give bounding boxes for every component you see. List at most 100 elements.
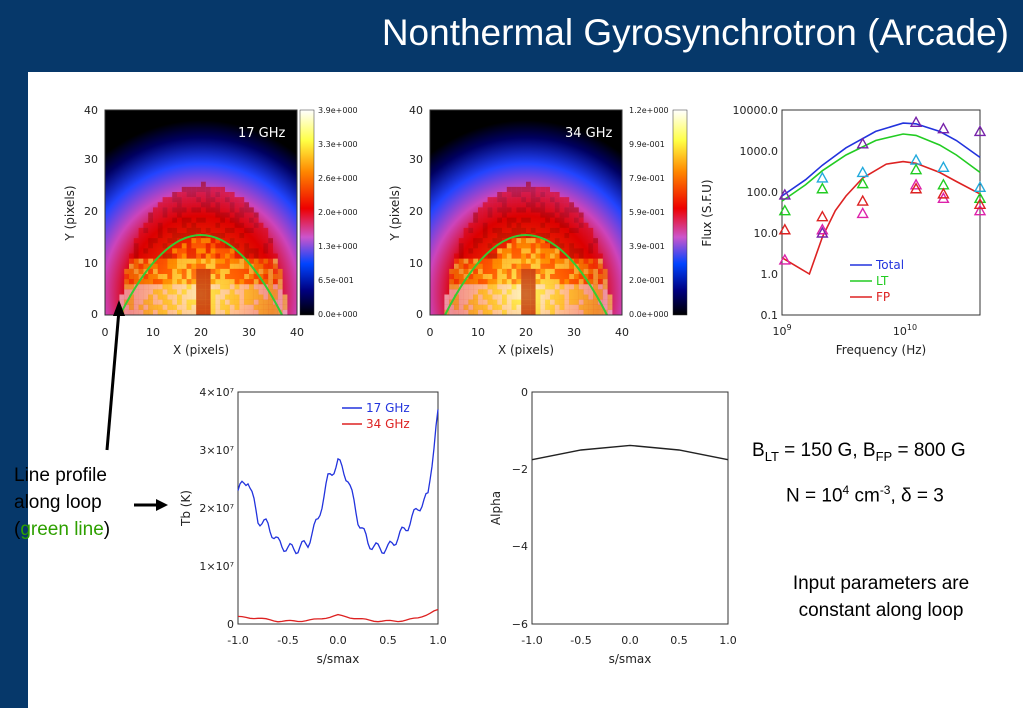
- heatmap-cell: [506, 253, 512, 259]
- heatmap-cell: [133, 289, 139, 295]
- heatmap-cell: [502, 202, 507, 208]
- heatmap-cell: [545, 212, 550, 218]
- heatmap-cell: [583, 253, 589, 259]
- heatmap-cell: [574, 243, 579, 249]
- heatmap-cell: [454, 299, 459, 305]
- heatmap-cell: [516, 263, 522, 269]
- heatmap-cell: [229, 299, 235, 305]
- heatmap-cell: [205, 274, 211, 280]
- heatmap-cell: [225, 294, 230, 300]
- heatmap-cell: [157, 222, 163, 228]
- heatmap-cell: [157, 258, 163, 264]
- heatmap-cell: [225, 207, 230, 213]
- heatmap-cell: [578, 289, 584, 295]
- heatmap-cell: [574, 284, 579, 290]
- heatmap-cell: [497, 238, 502, 244]
- heatmap-cell: [172, 197, 177, 203]
- heatmap-cell: [143, 243, 149, 249]
- heatmap-cell: [502, 243, 507, 249]
- heatmap-cell: [205, 202, 211, 208]
- heatmap-cell: [258, 253, 264, 259]
- heatmap-cell: [530, 186, 536, 193]
- heatmap-cell: [554, 304, 560, 310]
- heatmap-cell: [506, 289, 512, 295]
- heatmap-cell: [191, 294, 197, 300]
- heatmap-cell: [181, 263, 187, 269]
- heatmap-cell: [177, 294, 182, 300]
- heatmap-cell: [516, 238, 522, 244]
- heatmap-cell: [454, 258, 459, 264]
- heatmap-cell: [487, 263, 493, 269]
- heatmap-cell: [583, 243, 589, 249]
- heatmap-cell: [239, 258, 245, 264]
- heatmap-cell: [468, 294, 474, 300]
- heatmap-cell: [153, 217, 158, 223]
- heatmap-cell: [167, 233, 173, 239]
- heatmap-cell: [215, 268, 221, 275]
- heatmap-cell: [516, 294, 522, 300]
- x-tick: 0.0: [621, 634, 639, 647]
- heatmap-cell: [554, 233, 560, 239]
- heatmap-cell: [153, 207, 158, 213]
- heatmap-cell: [249, 248, 254, 254]
- heatmap-cell: [564, 197, 570, 203]
- heatmap-cell: [478, 243, 483, 249]
- heatmap-cell: [559, 284, 565, 290]
- heatmap-cell: [273, 304, 278, 310]
- heatmap-cell: [205, 207, 211, 213]
- heatmap-cell: [463, 274, 469, 280]
- tb-x-ticks: -1.0 -0.5 0.0 0.5 1.0: [227, 634, 446, 647]
- heatmap-cell: [468, 253, 474, 259]
- heatmap-cell: [220, 294, 225, 300]
- heatmap-cell: [172, 294, 177, 300]
- heatmap-cell: [530, 207, 536, 213]
- heatmap-cell: [172, 258, 177, 264]
- heatmap-cell: [148, 299, 153, 305]
- heatmap-cell: [478, 238, 483, 244]
- heatmap-cell: [602, 268, 608, 275]
- heatmap-cell: [157, 202, 163, 208]
- heatmap-cell: [201, 258, 206, 264]
- heatmap-cell: [205, 212, 211, 218]
- heatmap-cell: [225, 299, 230, 305]
- heatmap-cell: [521, 186, 526, 193]
- heatmap-cell: [181, 243, 187, 249]
- heatmap-cell: [177, 289, 182, 295]
- heatmap-cell: [550, 304, 555, 310]
- heatmap-cell: [273, 268, 278, 275]
- x-axis-label: X (pixels): [498, 343, 554, 357]
- heatmap-cell: [196, 279, 201, 285]
- heatmap-cell: [516, 186, 522, 193]
- param-cm: cm: [849, 485, 880, 507]
- params-line-1: BLT = 150 G, BFP = 800 G: [752, 440, 966, 464]
- heatmap-cell: [473, 299, 478, 305]
- heatmap-cell: [530, 238, 536, 244]
- heatmap-cell: [574, 238, 579, 244]
- heatmap-cell: [521, 279, 526, 285]
- heatmap-cell: [564, 309, 570, 316]
- heatmap-cell: [258, 274, 264, 280]
- heatmap-cell: [478, 279, 483, 285]
- heatmap-cell: [167, 289, 173, 295]
- heatmap-cell: [205, 268, 211, 275]
- heatmap-cell: [468, 263, 474, 269]
- heatmap-cell: [482, 202, 488, 208]
- heatmap-cell: [578, 233, 584, 239]
- heatmap-cell: [545, 258, 550, 264]
- heatmap-cell: [526, 238, 531, 244]
- heatmap-cell: [244, 217, 249, 223]
- heatmap-cell: [530, 263, 536, 269]
- heatmap-cell: [511, 274, 517, 280]
- heatmap-cell: [578, 263, 584, 269]
- colorbar-tick: 3.9e-001: [629, 242, 665, 251]
- heatmap-cell: [502, 279, 507, 285]
- heatmap-cell: [186, 268, 192, 275]
- heatmap-cell: [564, 217, 570, 223]
- heatmap-cell: [602, 284, 608, 290]
- heatmap-cell: [162, 268, 168, 275]
- x-ticks: 0 10 20 30 40: [427, 326, 630, 339]
- heatmap-cell: [268, 304, 273, 310]
- heatmap-cell: [530, 258, 536, 264]
- heatmap-cell: [478, 263, 483, 269]
- heatmap-cell: [143, 258, 149, 264]
